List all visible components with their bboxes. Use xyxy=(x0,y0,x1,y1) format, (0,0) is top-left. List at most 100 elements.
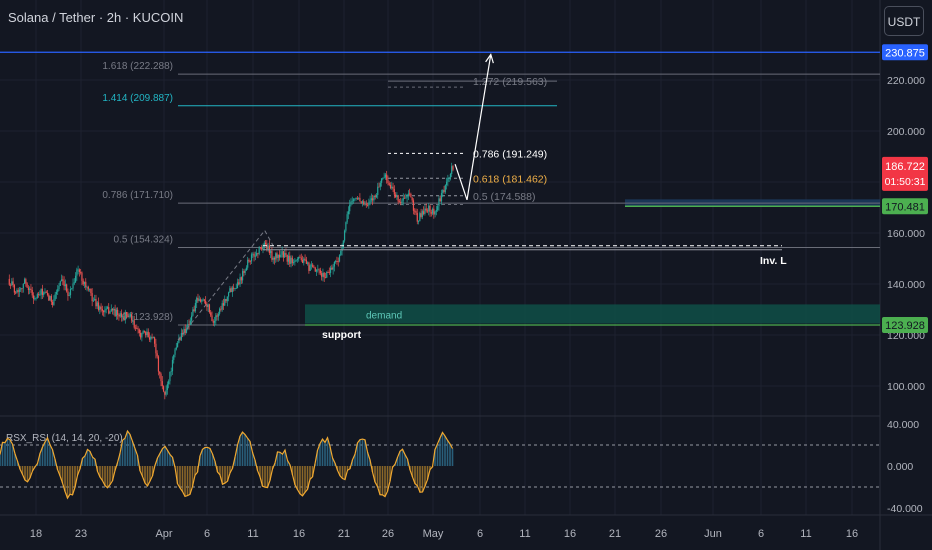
candle-body xyxy=(291,257,293,263)
candle-body xyxy=(27,287,29,291)
candle-body xyxy=(40,288,42,295)
candle-body xyxy=(336,260,338,262)
candle-body xyxy=(380,178,383,183)
candle-body xyxy=(142,330,144,334)
time-tick-label: 16 xyxy=(846,528,858,540)
candle-body xyxy=(140,333,142,338)
candle-body xyxy=(103,310,105,313)
demand-zone-label: demand xyxy=(366,310,402,321)
candle-body xyxy=(117,309,119,315)
candle-body xyxy=(41,288,44,295)
candle-body xyxy=(146,331,148,336)
support-price-label-bg xyxy=(882,316,928,333)
invalidation-annotation: Inv. L xyxy=(760,255,787,267)
candle-body xyxy=(452,166,454,170)
candle-body xyxy=(82,280,84,285)
candle-body xyxy=(366,204,369,206)
candle-body xyxy=(114,308,116,317)
candle-body xyxy=(39,294,41,296)
candle-body xyxy=(90,288,92,294)
candle-body xyxy=(368,202,370,206)
candle-body xyxy=(378,186,380,188)
candle-body xyxy=(252,253,254,255)
demand-zone xyxy=(305,304,880,324)
candle-body xyxy=(55,291,58,295)
candle-body xyxy=(391,186,393,189)
candle-body xyxy=(266,244,268,249)
candle-body xyxy=(271,250,273,260)
candle-body xyxy=(229,288,231,293)
candle-body xyxy=(301,259,304,263)
candle-body xyxy=(231,287,233,293)
price-tick-label: 100.000 xyxy=(887,381,925,393)
candle-body xyxy=(145,331,147,336)
candle-body xyxy=(392,186,394,190)
candle-body xyxy=(354,198,356,200)
candle-body xyxy=(176,342,179,348)
candle-body xyxy=(32,295,35,300)
candle-body xyxy=(20,288,22,290)
candle-body xyxy=(347,211,350,215)
projection-level-label: 0.786 (191.249) xyxy=(473,148,547,160)
candle-body xyxy=(138,329,140,334)
fib-level-label: 0 (123.928) xyxy=(122,312,173,323)
candle-body xyxy=(335,260,337,262)
candle-body xyxy=(63,280,65,287)
breakout-price-label-bg xyxy=(882,198,928,215)
candle-body xyxy=(97,302,100,310)
candle-body xyxy=(154,337,156,344)
candle-body xyxy=(166,384,168,391)
candle-body xyxy=(136,327,138,329)
candle-body xyxy=(424,208,426,214)
candle-body xyxy=(221,303,223,310)
candle-body xyxy=(57,289,59,292)
candle-body xyxy=(115,309,117,317)
candle-body xyxy=(420,213,422,217)
candle-body xyxy=(263,242,265,246)
candle-body xyxy=(120,313,123,317)
candle-body xyxy=(295,259,297,261)
candle-body xyxy=(425,208,427,211)
candle-body xyxy=(131,314,133,321)
candle-body xyxy=(124,312,126,320)
target-price-label: 230.875 xyxy=(885,47,925,59)
candle-body xyxy=(383,177,385,179)
candle-body xyxy=(100,306,102,309)
candle-body xyxy=(12,281,14,286)
candle-body xyxy=(180,332,182,340)
candle-body xyxy=(71,288,73,290)
candle-body xyxy=(243,271,245,273)
rsi-tick-label: 40.000 xyxy=(887,419,919,431)
candle-body xyxy=(304,258,306,260)
candle-body xyxy=(170,371,172,373)
candle-body xyxy=(81,272,83,281)
candle-body xyxy=(287,255,290,262)
candle-body xyxy=(8,278,10,285)
candle-body xyxy=(15,292,17,294)
candle-body xyxy=(349,204,351,212)
candle-body xyxy=(46,292,49,295)
candle-body xyxy=(25,279,27,284)
candle-body xyxy=(324,277,327,279)
candle-body xyxy=(264,242,267,245)
candle-body xyxy=(401,200,403,204)
price-tick-label: 220.000 xyxy=(887,75,925,87)
candle-body xyxy=(224,299,226,306)
candle-body xyxy=(38,294,40,295)
candle-body xyxy=(30,288,32,291)
candle-body xyxy=(162,386,165,392)
candle-body xyxy=(22,283,24,289)
candle-body xyxy=(152,337,154,339)
candle-body xyxy=(369,200,371,203)
candle-body xyxy=(159,371,161,374)
candle-body xyxy=(272,257,274,260)
candle-body xyxy=(315,270,318,272)
candle-body xyxy=(275,253,277,260)
currency-button[interactable]: USDT xyxy=(884,6,924,36)
candle-body xyxy=(331,267,333,270)
chart-title: Solana / Tether · 2h · KUCOIN xyxy=(8,10,184,25)
candle-body xyxy=(50,296,52,302)
candle-body xyxy=(173,354,175,360)
candle-body xyxy=(433,208,435,215)
